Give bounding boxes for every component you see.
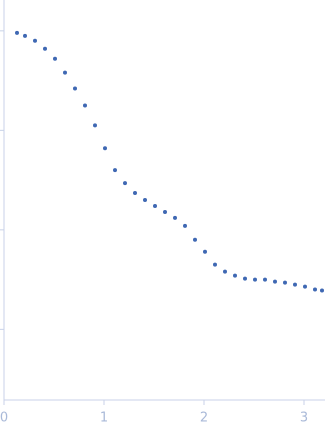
x-tick-label: 2: [200, 411, 208, 426]
point: [273, 279, 277, 284]
point: [173, 215, 177, 220]
point: [163, 209, 167, 214]
point: [293, 282, 297, 287]
point: [233, 273, 237, 278]
point: [203, 249, 207, 254]
point: [133, 191, 137, 196]
point: [73, 86, 77, 91]
point: [223, 269, 227, 274]
point: [143, 198, 147, 202]
point: [193, 237, 197, 242]
point: [153, 203, 157, 208]
point: [53, 56, 57, 61]
point: [63, 70, 67, 75]
point: [103, 146, 107, 151]
point: [313, 287, 317, 292]
point: [83, 103, 87, 108]
point: [320, 288, 324, 293]
point: [183, 223, 187, 228]
x-tick-label: 0: [0, 411, 8, 426]
point: [93, 123, 97, 128]
point: [243, 276, 247, 281]
point: [43, 46, 47, 51]
point: [253, 277, 257, 282]
point: [113, 168, 117, 173]
point: [33, 38, 37, 43]
x-tick-label: 1: [100, 411, 108, 426]
point: [213, 262, 217, 267]
x-tick-label: 3: [300, 411, 308, 426]
point: [263, 277, 267, 282]
point: [15, 30, 19, 35]
point: [23, 33, 27, 38]
point: [123, 181, 127, 186]
point: [283, 280, 287, 285]
point: [303, 284, 307, 289]
